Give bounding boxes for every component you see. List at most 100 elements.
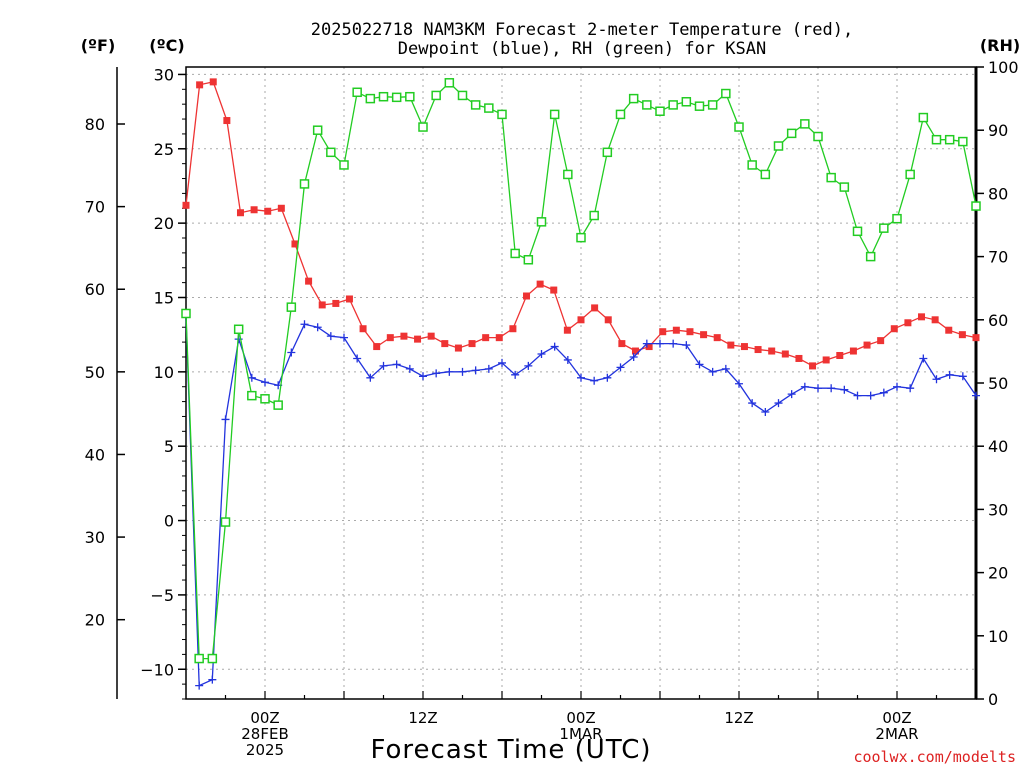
temperature-point [604, 316, 612, 324]
temperature-point [223, 117, 231, 125]
dewpoint-point [669, 339, 678, 348]
rh-point [839, 182, 850, 192]
rh-point [576, 232, 586, 243]
temperature-point [945, 326, 953, 334]
temperature-point [822, 356, 830, 364]
rh-point [786, 128, 797, 139]
temperature-point [563, 326, 571, 334]
dewpoint-point [511, 370, 520, 379]
dewpoint-point [656, 339, 664, 348]
temperature-point [754, 346, 762, 354]
rh-point [207, 653, 218, 664]
temperature-point [836, 351, 844, 359]
rh-point [431, 90, 441, 101]
series-layer [181, 78, 981, 690]
rh-point [405, 91, 415, 102]
dewpoint-point [300, 320, 309, 329]
rh-point [418, 122, 428, 132]
temperature-point [400, 332, 408, 340]
dewpoint-point [932, 375, 941, 384]
temperature-point [781, 350, 789, 358]
temperature-point [849, 347, 857, 355]
temperature-point [631, 347, 639, 355]
temperature-point [700, 331, 708, 339]
temperature-point [536, 280, 544, 288]
dewpoint-point [879, 388, 888, 397]
dewpoint-point [326, 332, 335, 341]
temperature-point [291, 240, 299, 248]
temperature-point [236, 209, 244, 217]
rh-point [813, 131, 823, 142]
dewpoint-point [195, 681, 204, 690]
dewpoint-point [432, 369, 441, 378]
dewpoint-point [379, 361, 388, 370]
fahrenheit-tick-label: 60 [85, 280, 105, 299]
rh-point [865, 251, 876, 262]
rh-tick-label: 50 [988, 374, 1008, 393]
temperature-point [877, 337, 885, 345]
temperature-point [809, 362, 817, 370]
rh-tick-label: 0 [988, 690, 998, 709]
rh-point [971, 201, 981, 211]
rh-tick-label: 10 [988, 627, 1008, 646]
x-tick-label: 00Z [250, 709, 279, 727]
temperature-point [345, 295, 353, 303]
temperature-point [768, 347, 776, 355]
dewpoint-point [761, 407, 770, 416]
x-tick-label: 2025 [246, 741, 284, 759]
temperature-point [468, 340, 476, 348]
rh-point [536, 217, 547, 227]
x-tick-label: 12Z [724, 709, 753, 727]
temperature-point [305, 277, 313, 285]
x-tick-label: 1MAR [559, 725, 602, 743]
dewpoint-point [445, 367, 454, 376]
rh-point [747, 160, 757, 170]
dewpoint-point [906, 384, 915, 393]
temperature-series [182, 78, 980, 370]
x-tick-label: 2MAR [875, 725, 918, 743]
rh-point [958, 136, 968, 147]
dewpoint-point [208, 675, 217, 684]
rh-point [365, 93, 376, 104]
fahrenheit-tick-label: 50 [85, 363, 105, 382]
rh-point [734, 122, 744, 132]
rh-point [681, 97, 692, 107]
temperature-point [958, 331, 966, 339]
dewpoint-point [261, 378, 269, 387]
rh-point [602, 147, 613, 158]
dewpoint-point [853, 391, 862, 400]
rh-point [194, 653, 204, 664]
celsius-tick-label: 15 [154, 288, 174, 307]
temperature-point [795, 354, 803, 362]
temperature-point [918, 313, 926, 321]
temperature-point [332, 299, 340, 307]
rh-tick-label: 30 [988, 500, 1008, 519]
temperature-point [931, 316, 939, 324]
dewpoint-point [577, 373, 585, 382]
rh-point [905, 169, 915, 180]
rh-point [299, 179, 310, 189]
celsius-tick-label: 0 [164, 512, 174, 531]
x-tick-label: 00Z [882, 709, 911, 727]
temperature-point [182, 201, 190, 209]
dewpoint-point [550, 342, 559, 351]
axes: −10−505101520253020304050607080010203040… [85, 58, 1019, 759]
dewpoint-point [524, 361, 533, 370]
temperature-point [686, 328, 694, 336]
rh-point [378, 91, 389, 102]
rh-point [484, 103, 494, 113]
rh-point [444, 78, 455, 88]
credit-text: coolwx.com/modelts [853, 748, 1016, 766]
rh-point [721, 88, 731, 99]
rh-point [655, 106, 665, 116]
dewpoint-series [182, 312, 980, 690]
celsius-tick-label: 25 [154, 140, 174, 159]
temperature-point [659, 328, 667, 336]
rh-point [286, 302, 297, 312]
rh-point [944, 134, 955, 145]
dewpoint-point [814, 384, 822, 393]
dewpoint-point [945, 370, 954, 379]
dewpoint-point [774, 399, 783, 408]
dewpoint-point [366, 373, 375, 382]
